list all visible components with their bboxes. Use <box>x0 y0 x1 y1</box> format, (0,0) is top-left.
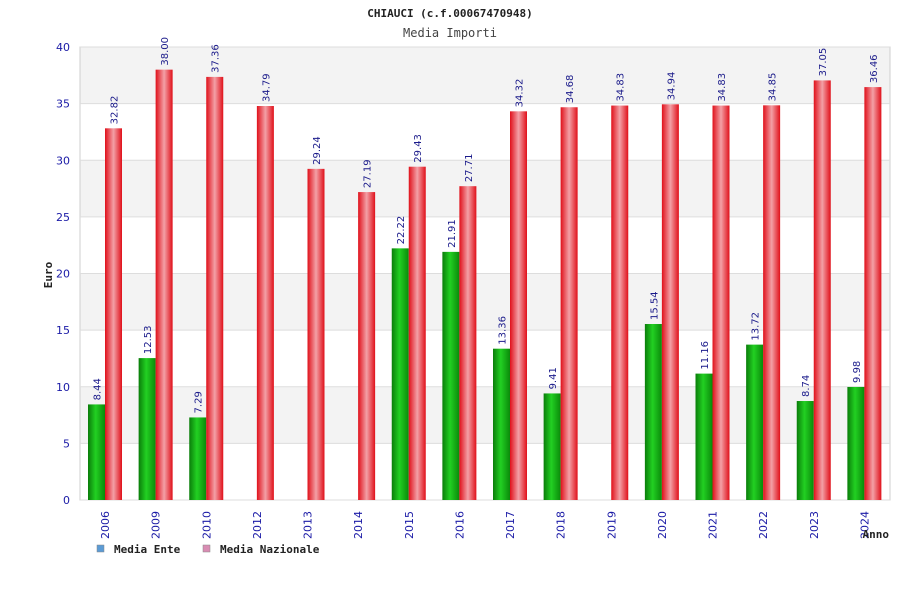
data-label: 32.82 <box>110 96 121 125</box>
y-tick-label: 20 <box>56 268 70 281</box>
legend-label: Media Ente <box>114 543 181 556</box>
bar-media-ente <box>442 251 460 500</box>
y-tick-label: 5 <box>63 437 70 450</box>
data-label: 37.36 <box>211 44 222 73</box>
x-tick-label: 2019 <box>605 511 618 539</box>
data-label: 11.16 <box>700 341 711 370</box>
bar-media-ente <box>138 358 156 500</box>
bar-media-nazionale <box>864 87 882 500</box>
data-label: 8.74 <box>801 375 812 397</box>
x-tick-label: 2016 <box>453 511 466 539</box>
data-label: 9.41 <box>548 367 559 389</box>
bar-media-nazionale <box>206 76 224 500</box>
x-tick-label: 2010 <box>200 511 213 539</box>
x-tick-label: 2012 <box>251 511 264 539</box>
y-axis-label: Euro <box>42 261 55 288</box>
data-label: 12.53 <box>143 325 154 354</box>
y-tick-label: 40 <box>56 41 70 54</box>
bar-media-nazionale <box>105 128 122 500</box>
x-tick-label: 2017 <box>504 511 517 539</box>
bar-media-nazionale <box>256 106 274 501</box>
x-axis: 2006 2009 2010 2012 2013 2014 2015 2016 2017 2018… <box>99 511 871 539</box>
bar-media-nazionale <box>661 104 679 500</box>
x-tick-label: 2015 <box>403 511 416 539</box>
data-label: 13.72 <box>751 312 762 341</box>
data-label: 29.24 <box>312 136 323 165</box>
legend: Media Ente Media Nazionale <box>96 543 320 556</box>
bar-media-ente <box>493 348 510 500</box>
x-tick-label: 2020 <box>656 511 669 539</box>
bar-media-nazionale <box>611 105 629 501</box>
data-label: 34.94 <box>666 72 677 101</box>
y-axis: 0 5 10 15 20 25 30 35 40 <box>56 41 70 507</box>
x-tick-label: 2009 <box>150 511 163 539</box>
data-labels-group: 8.44 32.82 12.53 38.00 7.29 37.36 34.79 29.24 27… <box>93 37 880 413</box>
data-label: 36.46 <box>869 54 880 83</box>
data-label: 38.00 <box>160 37 171 66</box>
bar-media-ente <box>391 248 409 500</box>
chart-title: CHIAUCI (c.f.00067470948) <box>367 7 533 20</box>
chart-subtitle: Media Importi <box>403 26 497 40</box>
bar-media-nazionale <box>358 192 376 501</box>
bar-media-ente <box>88 404 105 500</box>
bar-media-nazionale <box>813 80 831 500</box>
bar-media-nazionale <box>459 186 477 500</box>
x-tick-label: 2018 <box>555 511 568 539</box>
data-label: 22.22 <box>396 216 407 245</box>
bar-media-ente <box>543 393 561 500</box>
bar-media-ente <box>796 401 814 500</box>
bar-media-ente <box>695 373 713 500</box>
y-tick-label: 15 <box>56 324 70 337</box>
data-label: 34.83 <box>717 73 728 102</box>
data-label: 27.71 <box>464 154 475 183</box>
bar-media-nazionale <box>510 111 527 501</box>
bar-media-ente <box>847 386 865 500</box>
data-label: 34.79 <box>261 73 272 102</box>
data-label: 8.44 <box>93 378 104 400</box>
data-label: 34.32 <box>515 79 526 108</box>
data-label: 7.29 <box>194 391 205 413</box>
data-label: 21.91 <box>447 219 458 248</box>
x-tick-label: 2022 <box>757 511 770 539</box>
x-tick-label: 2023 <box>808 511 821 539</box>
bar-media-nazionale <box>560 107 578 501</box>
data-label: 34.85 <box>768 73 779 102</box>
y-tick-label: 25 <box>56 211 70 224</box>
bar-media-nazionale <box>763 105 781 500</box>
bars-group <box>88 69 882 501</box>
data-label: 15.54 <box>649 291 660 320</box>
bar-media-nazionale <box>712 105 730 501</box>
data-label: 34.83 <box>616 73 627 102</box>
y-tick-label: 30 <box>56 154 70 167</box>
data-label: 34.68 <box>565 75 576 104</box>
data-label: 29.43 <box>413 134 424 163</box>
x-tick-label: 2014 <box>352 511 365 539</box>
bar-media-nazionale <box>408 166 426 500</box>
x-tick-label: 2006 <box>99 511 112 539</box>
x-tick-label: 2021 <box>707 511 720 539</box>
legend-swatch-media-nazionale <box>202 544 211 553</box>
y-tick-label: 0 <box>63 494 70 507</box>
bar-media-nazionale <box>307 168 325 500</box>
legend-swatch-media-ente <box>96 544 105 553</box>
data-label: 9.98 <box>852 361 863 383</box>
bar-media-ente <box>189 417 207 500</box>
legend-label: Media Nazionale <box>220 543 320 556</box>
bar-media-nazionale <box>155 69 173 501</box>
y-tick-label: 10 <box>56 381 70 394</box>
x-tick-label: 2013 <box>302 511 315 539</box>
y-tick-label: 35 <box>56 98 70 111</box>
data-label: 37.05 <box>818 48 829 77</box>
data-label: 27.19 <box>363 159 374 188</box>
bar-media-ente <box>746 344 764 500</box>
x-axis-label: Anno <box>863 528 890 541</box>
bar-media-ente <box>644 324 662 500</box>
x-tick-label: 2024 <box>858 511 871 539</box>
data-label: 13.36 <box>498 316 509 345</box>
